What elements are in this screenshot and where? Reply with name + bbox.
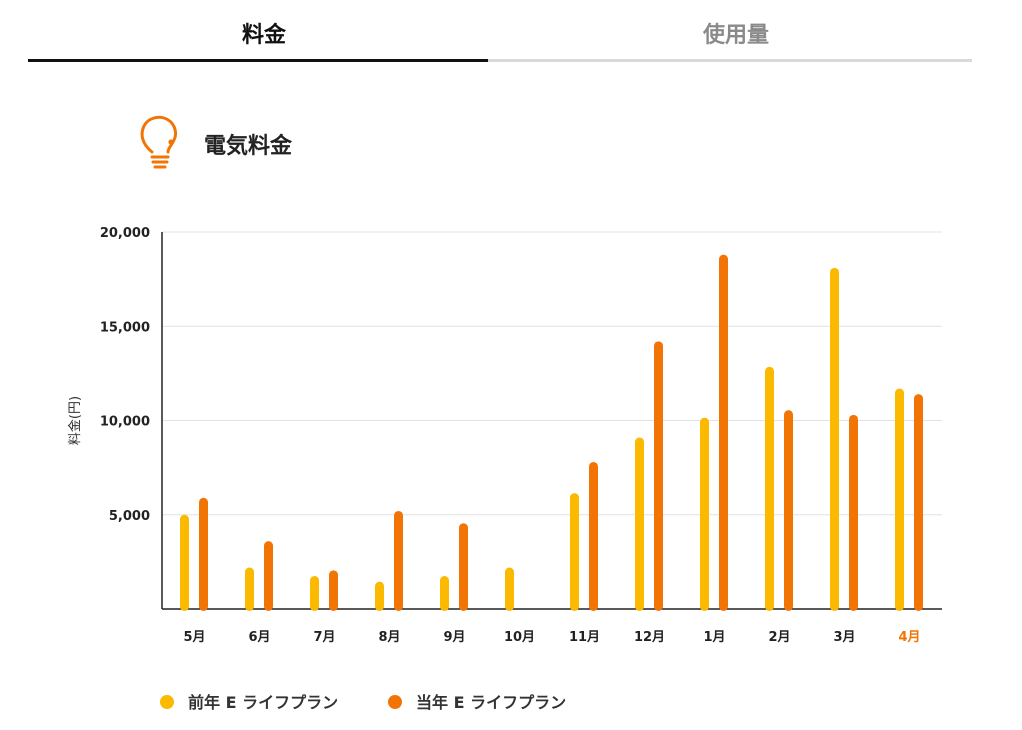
bar-prev-year xyxy=(635,437,644,611)
x-tick-label: 6月 xyxy=(248,630,270,645)
legend-dot-prev-year xyxy=(160,695,174,709)
tab-bar: 料金 使用量 xyxy=(28,0,972,62)
bar-prev-year xyxy=(245,567,254,611)
x-tick-label: 7月 xyxy=(313,630,335,645)
bar-curr-year xyxy=(199,497,208,611)
active-tab-indicator xyxy=(28,59,488,62)
bar-curr-year xyxy=(329,570,338,611)
x-tick-label: 5月 xyxy=(183,630,205,645)
legend-label-curr-year: 当年 E ライフプラン xyxy=(416,693,567,712)
x-tick-label: 8月 xyxy=(378,630,400,645)
section-title: 電気料金 xyxy=(204,134,293,159)
y-tick-label: 20,000 xyxy=(100,226,150,241)
legend-label-prev-year: 前年 E ライフプラン xyxy=(188,693,339,712)
bar-prev-year xyxy=(440,576,449,611)
bar-curr-year xyxy=(459,523,468,611)
chart-legend: 前年 E ライフプラン 当年 E ライフプラン xyxy=(160,690,760,716)
x-tick-label: 2月 xyxy=(768,630,790,645)
x-tick-label: 9月 xyxy=(443,630,465,645)
bar-curr-year xyxy=(589,461,598,611)
bar-curr-year xyxy=(784,410,793,611)
bar-curr-year xyxy=(264,541,273,611)
y-axis-label: 料金(円) xyxy=(67,396,83,445)
bar-prev-year xyxy=(375,581,384,611)
legend-dot-curr-year xyxy=(388,695,402,709)
x-tick-label: 4月 xyxy=(898,630,920,645)
fee-bar-chart: 5,000 10,000 15,000 20,000 料金(円) 5月 6月 7月 8月 9月 10… xyxy=(67,226,942,645)
y-tick-label: 10,000 xyxy=(100,415,150,430)
tab-usage[interactable]: 使用量 xyxy=(702,23,769,48)
bar-curr-year xyxy=(719,254,728,611)
tab-fee[interactable]: 料金 xyxy=(241,23,286,48)
bar-curr-year xyxy=(849,414,858,611)
bar-prev-year xyxy=(310,576,319,611)
bar-prev-year xyxy=(505,567,514,611)
bar-prev-year xyxy=(700,417,709,611)
bar-curr-year xyxy=(914,394,923,611)
bar-curr-year xyxy=(394,510,403,611)
x-tick-label: 12月 xyxy=(634,630,665,645)
bar-prev-year xyxy=(180,514,189,611)
y-tick-label: 5,000 xyxy=(109,509,150,524)
lightbulb-icon xyxy=(140,115,178,169)
bar-prev-year xyxy=(570,493,579,611)
tab-divider xyxy=(488,59,972,62)
x-tick-label: 10月 xyxy=(504,630,535,645)
x-tick-label: 3月 xyxy=(833,630,855,645)
x-tick-label: 11月 xyxy=(569,630,600,645)
section-header: 電気料金 xyxy=(138,114,538,174)
bar-prev-year xyxy=(830,267,839,611)
bar-prev-year xyxy=(765,366,774,611)
bar-prev-year xyxy=(895,388,904,611)
y-tick-label: 15,000 xyxy=(100,320,150,335)
x-tick-label: 1月 xyxy=(703,630,725,645)
bar-curr-year xyxy=(654,341,663,611)
